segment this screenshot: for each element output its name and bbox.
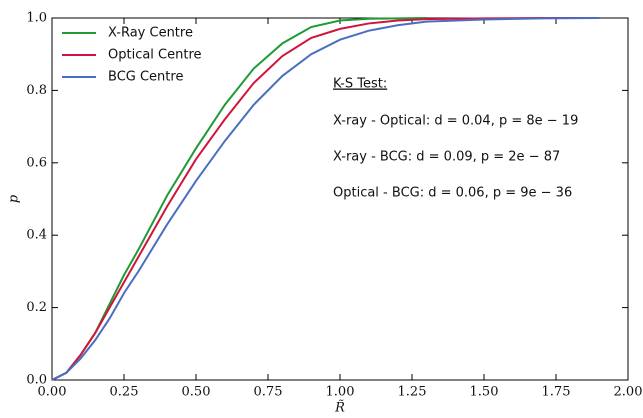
annotation: Optical - BCG: d = 0.06, p = 9e − 36 — [333, 186, 572, 201]
legend-label: Optical Centre — [108, 48, 202, 63]
annotation: K-S Test: — [333, 77, 387, 92]
legend-label: BCG Centre — [108, 70, 183, 85]
x-tick-label: 0.50 — [182, 385, 211, 400]
y-tick-label: 0.0 — [26, 373, 47, 388]
data-line — [51, 17, 600, 381]
annotation: X-ray - Optical: d = 0.04, p = 8e − 19 — [333, 114, 578, 129]
x-tick-label: 1.25 — [398, 385, 427, 400]
legend-label: X-Ray Centre — [108, 26, 193, 41]
x-axis-label: R̃ — [334, 399, 345, 415]
y-tick-label: 0.4 — [26, 228, 47, 243]
x-tick-label: 1.50 — [470, 385, 499, 400]
y-tick-label: 0.8 — [26, 83, 47, 98]
x-tick-label: 2.00 — [614, 385, 643, 400]
y-axis-label: p — [7, 194, 22, 203]
y-tick-label: 1.0 — [26, 11, 47, 26]
y-tick-label: 0.6 — [26, 155, 47, 170]
annotation: X-ray - BCG: d = 0.09, p = 2e − 87 — [333, 150, 560, 165]
x-tick-label: 1.75 — [542, 385, 571, 400]
x-tick-label: 0.75 — [254, 385, 283, 400]
x-tick-label: 1.00 — [326, 385, 355, 400]
x-tick-label: 0.00 — [38, 385, 67, 400]
x-tick-label: 0.25 — [110, 385, 139, 400]
data-line — [51, 17, 600, 381]
y-tick-label: 0.2 — [26, 300, 47, 315]
